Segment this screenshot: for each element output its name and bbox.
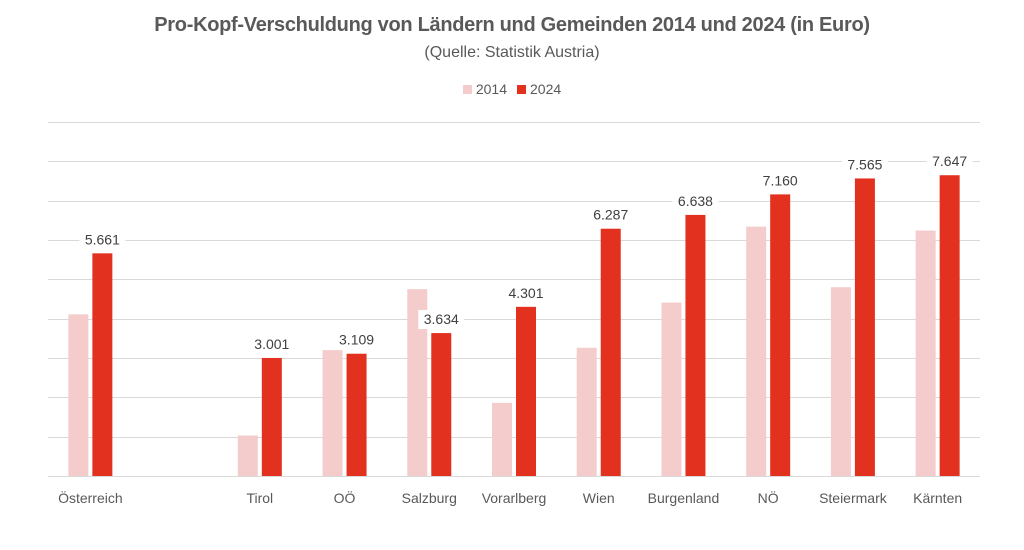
chart-legend: 2014 2024	[0, 81, 1024, 97]
data-label-background	[672, 191, 719, 211]
data-label-2024-wien: 6.287	[593, 207, 628, 223]
data-label-background	[841, 155, 888, 175]
data-label-2024-burgenland: 6.638	[678, 193, 713, 209]
data-label-background	[79, 230, 126, 250]
bar-2024-burgenland	[685, 214, 706, 476]
data-label-2024-nö: 7.160	[763, 172, 798, 188]
bar-2014-steiermark	[830, 287, 851, 476]
gridlines	[48, 122, 980, 477]
bar-2014-salzburg	[407, 289, 428, 476]
data-label-background	[418, 310, 465, 330]
data-label-2024-kärnten: 7.647	[932, 153, 967, 169]
bar-2014-oö	[322, 350, 343, 476]
legend-item-2014: 2014	[462, 81, 507, 97]
x-tick-label: Kärnten	[913, 490, 962, 506]
data-label-background	[248, 334, 295, 354]
x-tick-label: Vorarlberg	[482, 490, 547, 506]
data-label-2024-oö: 3.109	[339, 332, 374, 348]
bar-2014-burgenland	[661, 302, 682, 476]
bar-2024-salzburg	[431, 333, 452, 476]
data-label-background	[587, 205, 634, 225]
x-tick-label: Tirol	[246, 490, 273, 506]
data-label-background	[503, 283, 549, 303]
x-axis-labels: Österreich Tirol OÖ Salzburg Vorarlberg Wien B…	[58, 489, 962, 506]
data-label-2024-vorarlberg: 4.301	[508, 285, 543, 301]
bar-2014-tirol	[237, 435, 258, 476]
bar-2024-wien	[600, 228, 621, 476]
legend-label-2024: 2024	[530, 81, 562, 97]
x-tick-label: Österreich	[58, 489, 123, 506]
bar-2024-nö	[770, 194, 791, 476]
bar-2024-tirol	[261, 357, 282, 476]
x-tick-label: Salzburg	[402, 490, 457, 506]
bar-2024-steiermark	[854, 178, 875, 476]
legend-swatch-2014	[462, 84, 472, 94]
bar-2014-kärnten	[915, 230, 936, 476]
bar-2014-österreich	[68, 314, 89, 476]
data-label-2024-tirol: 3.001	[254, 336, 289, 352]
data-labels: 5.661 3.001 3.109 3.634 4.301 6.287 6.638 7.160…	[79, 152, 973, 354]
bar-2024-oö	[346, 353, 367, 476]
data-label-2024-österreich: 5.661	[85, 231, 120, 247]
x-tick-label: Wien	[583, 490, 615, 506]
chart-title: Pro-Kopf-Verschuldung von Ländern und Ge…	[154, 14, 870, 36]
x-tick-label: Burgenland	[648, 490, 720, 506]
chart-subtitle: (Quelle: Statistik Austria)	[424, 44, 600, 61]
bar-2024-österreich	[92, 253, 113, 476]
bars	[68, 175, 960, 476]
x-tick-label: NÖ	[758, 489, 779, 506]
legend-swatch-2024	[517, 84, 526, 94]
bar-2024-vorarlberg	[516, 306, 536, 476]
x-tick-label: Steiermark	[819, 490, 888, 506]
legend-label-2014: 2014	[475, 81, 507, 97]
bar-2024-kärnten	[939, 175, 960, 476]
bar-2014-wien	[576, 347, 597, 476]
legend-item-2024: 2024	[517, 81, 561, 97]
x-tick-label: OÖ	[334, 489, 356, 506]
bar-2014-nö	[746, 226, 767, 476]
bar-2014-vorarlberg	[492, 402, 512, 476]
data-label-2024-salzburg: 3.634	[424, 311, 459, 327]
data-label-background	[333, 330, 380, 350]
data-label-background	[757, 171, 804, 191]
data-label-2024-steiermark: 7.565	[847, 156, 882, 172]
data-label-background	[926, 152, 973, 172]
